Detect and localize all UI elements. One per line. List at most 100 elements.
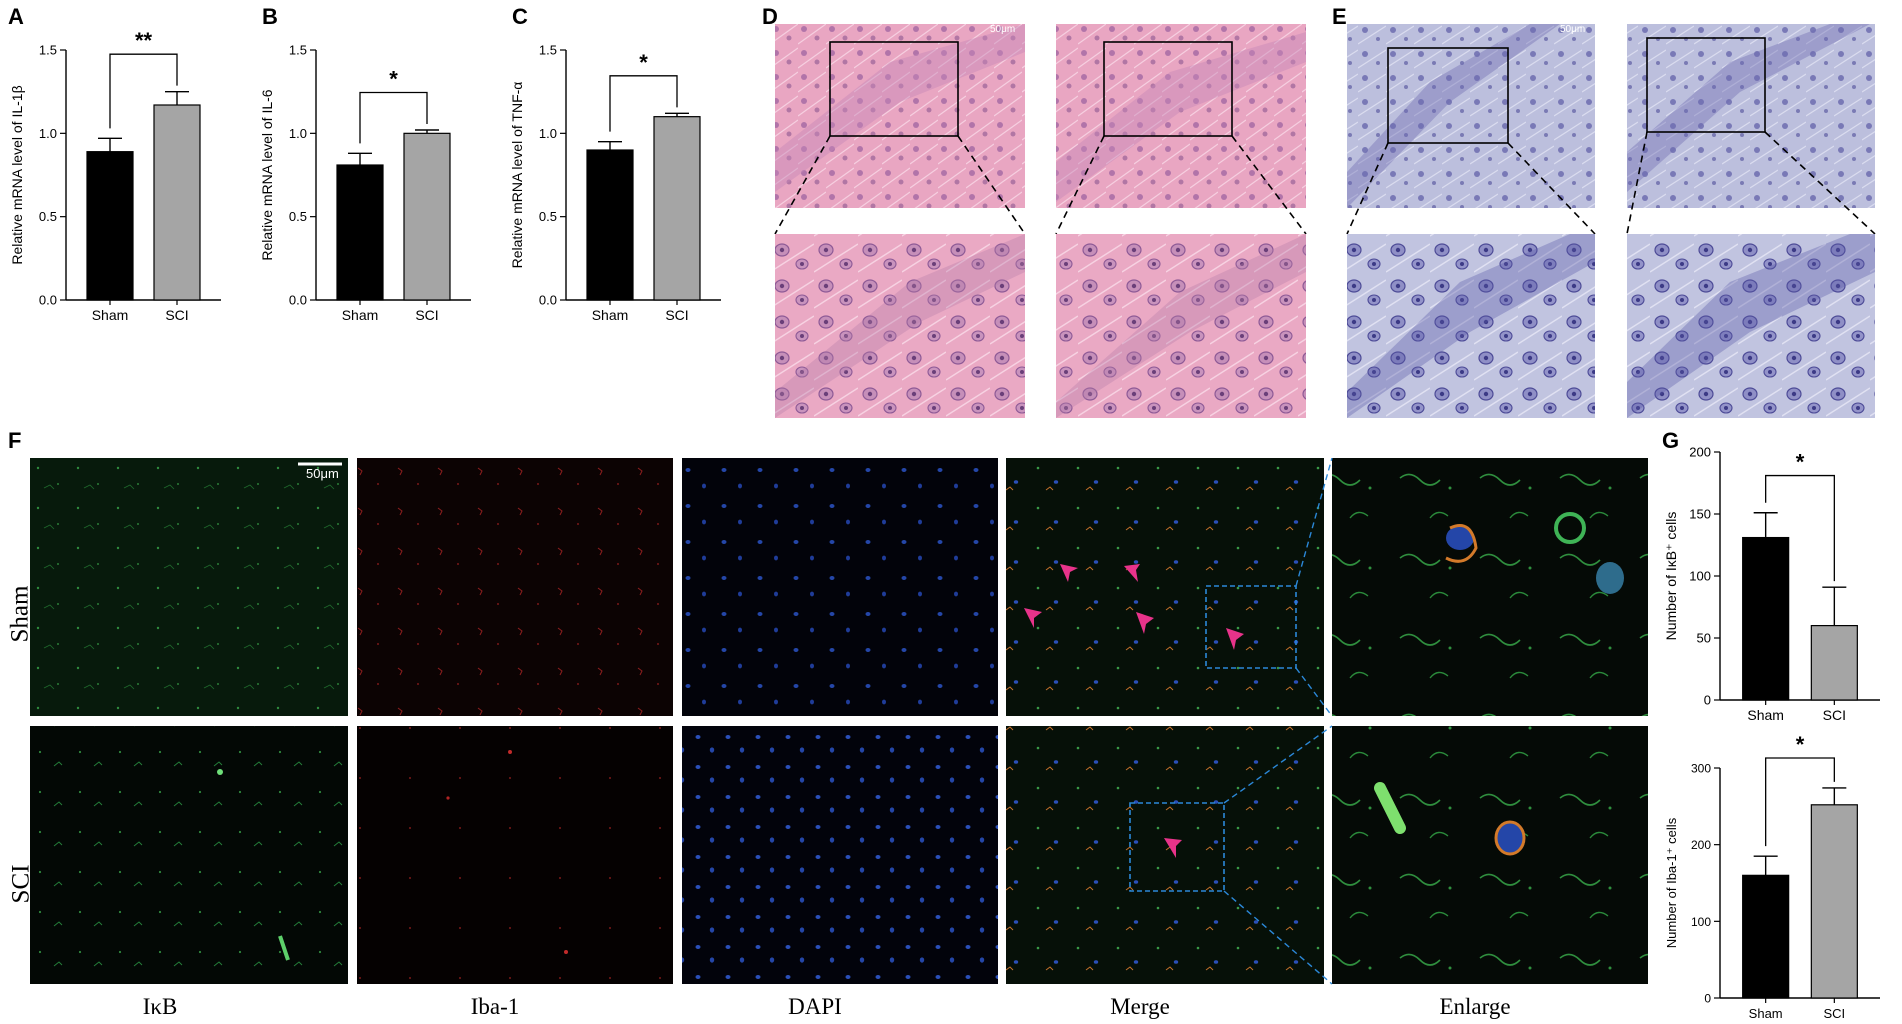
panel-label-b: B [262,4,278,29]
nissl-scale-label: 50μm [1560,24,1586,35]
significance-stars: * [1796,732,1805,757]
f-sci-enlarge [1332,726,1648,984]
y-axis-label: Number of IκB⁺ cells [1663,512,1679,641]
arrowhead [1136,612,1154,634]
y-tick-label: 300 [1691,762,1711,776]
x-tick-label: SCI [665,307,688,323]
significance-stars: * [389,67,398,92]
f-arrowheads [1024,564,1244,858]
histology-panels [774,24,1876,418]
col-label-ikb: IκB [142,994,178,1019]
bar-sci [153,104,201,301]
arrowhead [1124,564,1140,582]
x-tick-label: SCI [415,307,438,323]
x-tick-label: Sham [592,307,629,323]
f-sham-enlarge [1332,458,1648,716]
y-axis-label: Number of Iba-1⁺ cells [1664,817,1679,948]
significance-bracket [359,91,428,144]
x-tick-label: Sham [1749,1006,1783,1021]
y-tick-label: 1.0 [539,126,557,141]
y-axis-label: Relative mRNA level of IL-1β [9,85,25,264]
bar-sci [1810,804,1858,999]
y-tick-label: 50 [1697,631,1711,646]
y-tick-label: 1.5 [39,43,57,58]
panel-label-g: G [1662,428,1680,453]
panel-label-f: F [8,428,22,453]
x-tick-label: SCI [1823,1006,1845,1021]
he-sci-enlarged [1056,234,1306,418]
y-tick-label: 1.0 [39,126,57,141]
y-tick-label: 150 [1689,507,1711,522]
significance-stars: ** [135,28,153,53]
y-tick-label: 0.0 [39,293,57,308]
bar-sham [586,149,634,301]
y-axis-label: Relative mRNA level of TNF-α [509,82,525,269]
he-sham-enlarged [775,234,1025,418]
panel-label-d: D [762,4,778,29]
panel-label-a: A [8,4,24,29]
arrowhead [1024,608,1042,628]
col-label-dapi: DAPI [788,994,842,1019]
col-label-merge: Merge [1110,994,1170,1019]
fluorescence-grid [30,458,1648,985]
f-sci-dapi [682,726,998,984]
significance-bracket [109,53,178,129]
chart-il1b: 0.0 0.5 1.0 1.5 Sham SCI ** Relative mRNA level… [9,28,221,323]
bar-sham [1742,874,1790,999]
y-tick-label: 100 [1689,569,1711,584]
y-tick-label: 0 [1704,992,1711,1006]
bar-sham [86,151,134,301]
nissl-sham-enlarged [1347,234,1595,418]
f-sci-ikb [30,726,348,984]
bar-sci [653,116,701,301]
arrowhead [1060,564,1078,582]
bar-sham [1742,536,1790,701]
nissl-sham-overview [1347,24,1595,208]
chart-ikb-cells: 0 50 100 150 200 Sham SCI * Number of IκB⁺ cells [1663,445,1880,723]
y-tick-label: 200 [1689,445,1711,460]
x-tick-label: Sham [1747,707,1784,723]
nissl-sci-overview [1627,24,1875,208]
x-tick-label: SCI [1823,707,1846,723]
y-tick-label: 0 [1704,693,1711,708]
y-tick-label: 200 [1691,838,1711,852]
col-label-enlarge: Enlarge [1439,994,1511,1019]
arrowhead [1226,628,1244,650]
y-tick-label: 0.0 [539,293,557,308]
y-tick-label: 100 [1691,915,1711,929]
significance-stars: * [639,50,648,75]
he-zoom-lines [774,135,1307,235]
y-tick-label: 0.5 [289,209,307,224]
f-zoom-lines [1223,458,1333,985]
f-sci-merge [1006,726,1324,984]
he-sham-overview [775,24,1025,208]
row-label-sci: SCI [7,864,35,904]
significance-stars: * [1796,450,1805,475]
y-tick-label: 1.5 [539,43,557,58]
bar-sham [336,164,384,301]
nissl-sci-enlarged [1627,234,1875,418]
x-tick-label: SCI [165,307,188,323]
f-scale-label: 50μm [306,466,339,481]
chart-il6: 0.0 0.5 1.0 1.5 Sham SCI * Relative mRNA level … [259,43,471,323]
panel-label-c: C [512,4,528,29]
chart-tnfa: 0.0 0.5 1.0 1.5 Sham SCI * Relative mRNA level … [509,43,721,323]
f-sham-ikb [30,458,348,716]
he-sci-overview [1056,24,1306,208]
y-tick-label: 0.0 [289,293,307,308]
y-axis-label: Relative mRNA level of IL-6 [259,89,275,260]
f-sham-iba1 [357,458,673,716]
col-label-iba1: Iba-1 [470,994,520,1019]
y-tick-label: 0.5 [539,209,557,224]
he-scale-label: 50μm [990,24,1016,35]
f-sci-iba1 [357,726,673,984]
significance-bracket [609,75,678,132]
y-tick-label: 1.0 [289,126,307,141]
row-label-sham: Sham [6,585,34,643]
significance-bracket [1765,474,1835,582]
y-tick-label: 0.5 [39,209,57,224]
f-sham-dapi [682,458,998,716]
y-tick-label: 1.5 [289,43,307,58]
x-tick-label: Sham [92,307,129,323]
